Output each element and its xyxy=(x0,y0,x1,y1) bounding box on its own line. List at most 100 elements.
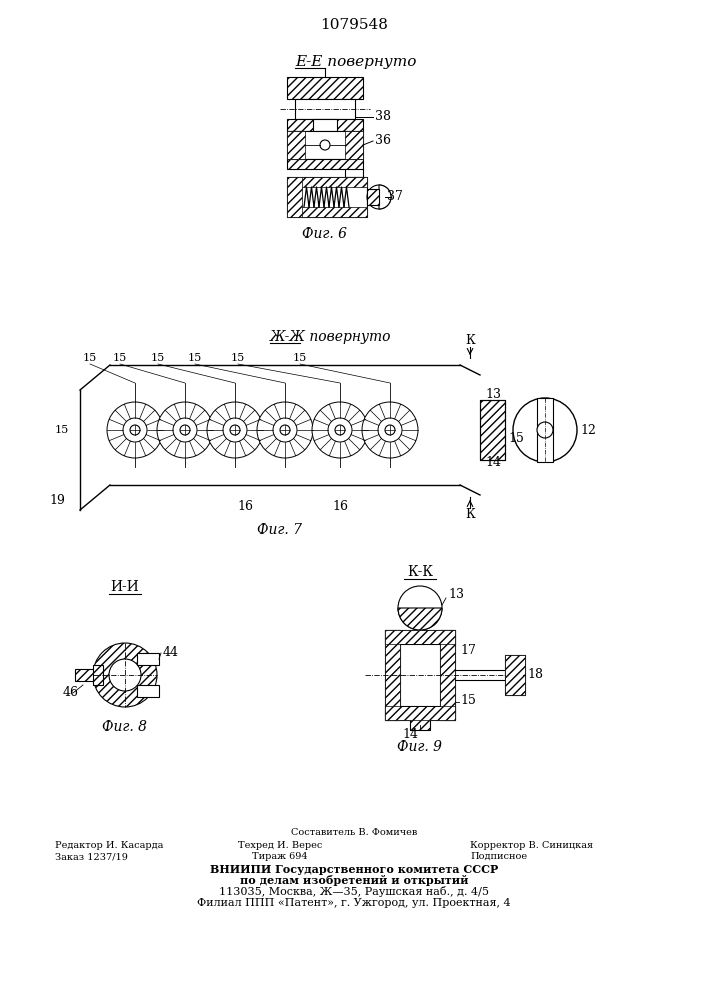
Bar xyxy=(385,706,455,720)
Text: по делам изобретений и открытий: по делам изобретений и открытий xyxy=(240,875,468,886)
Text: 15: 15 xyxy=(460,694,476,706)
Text: К: К xyxy=(465,334,475,347)
Bar xyxy=(505,655,525,695)
Text: 15: 15 xyxy=(55,425,69,435)
Bar xyxy=(440,630,455,720)
Text: Подписное: Подписное xyxy=(470,852,527,861)
Bar xyxy=(313,119,337,131)
Bar xyxy=(75,669,95,681)
Text: Фиг. 6: Фиг. 6 xyxy=(303,227,348,241)
Text: 14: 14 xyxy=(402,728,418,741)
Bar xyxy=(287,131,363,159)
Text: 18: 18 xyxy=(527,668,543,682)
Bar xyxy=(345,131,363,159)
Circle shape xyxy=(130,425,140,435)
Text: 15: 15 xyxy=(508,432,524,444)
Text: Составитель В. Фомичев: Составитель В. Фомичев xyxy=(291,828,417,837)
Bar xyxy=(480,400,505,460)
Bar xyxy=(385,630,455,644)
Circle shape xyxy=(385,425,395,435)
Text: 46: 46 xyxy=(63,686,79,700)
Text: Фиг. 8: Фиг. 8 xyxy=(103,720,148,734)
Circle shape xyxy=(207,402,263,458)
Text: Тираж 694: Тираж 694 xyxy=(252,852,308,861)
Bar xyxy=(287,131,305,159)
Circle shape xyxy=(123,418,147,442)
Bar xyxy=(137,685,159,697)
Circle shape xyxy=(537,422,553,438)
Circle shape xyxy=(109,659,141,691)
Circle shape xyxy=(157,402,213,458)
Text: Техред И. Верес: Техред И. Верес xyxy=(238,841,322,850)
Circle shape xyxy=(257,402,313,458)
Text: 44: 44 xyxy=(163,647,179,660)
Text: 13: 13 xyxy=(448,588,464,601)
Bar xyxy=(137,653,159,665)
Bar xyxy=(345,177,363,207)
Bar xyxy=(287,77,363,99)
Text: 15: 15 xyxy=(151,353,165,363)
Text: Заказ 1237/19: Заказ 1237/19 xyxy=(55,852,128,861)
Text: 15: 15 xyxy=(231,353,245,363)
Circle shape xyxy=(378,418,402,442)
Circle shape xyxy=(320,140,330,150)
Circle shape xyxy=(335,425,345,435)
Text: 36: 36 xyxy=(375,134,391,147)
Bar xyxy=(537,398,553,462)
Text: Корректор В. Синицкая: Корректор В. Синицкая xyxy=(470,841,593,850)
Text: 19: 19 xyxy=(49,493,65,506)
Circle shape xyxy=(513,398,577,462)
Bar xyxy=(287,177,367,217)
Text: 1079548: 1079548 xyxy=(320,18,388,32)
Circle shape xyxy=(362,402,418,458)
Text: 37: 37 xyxy=(387,190,403,204)
Text: 16: 16 xyxy=(332,500,348,513)
Circle shape xyxy=(280,425,290,435)
Bar xyxy=(287,159,363,169)
Circle shape xyxy=(107,402,163,458)
Circle shape xyxy=(173,418,197,442)
Circle shape xyxy=(93,643,157,707)
Circle shape xyxy=(230,425,240,435)
Bar xyxy=(287,119,363,131)
Wedge shape xyxy=(379,185,391,209)
Text: Редактор И. Касарда: Редактор И. Касарда xyxy=(55,841,163,850)
Circle shape xyxy=(328,418,352,442)
Circle shape xyxy=(273,418,297,442)
Circle shape xyxy=(367,185,391,209)
Text: 15: 15 xyxy=(113,353,127,363)
Text: 15: 15 xyxy=(293,353,307,363)
Bar xyxy=(440,630,455,720)
Text: 38: 38 xyxy=(375,110,391,123)
Text: Фиг. 7: Фиг. 7 xyxy=(257,523,303,537)
Bar xyxy=(385,630,400,720)
Text: 16: 16 xyxy=(237,500,253,513)
Text: 17: 17 xyxy=(460,644,476,656)
Bar xyxy=(410,715,430,730)
Bar xyxy=(287,207,367,217)
Text: 15: 15 xyxy=(188,353,202,363)
Bar xyxy=(295,99,355,119)
Text: К-К: К-К xyxy=(407,565,433,579)
Text: ВНИИПИ Государственного комитета СССР: ВНИИПИ Государственного комитета СССР xyxy=(210,864,498,875)
Text: 15: 15 xyxy=(83,353,97,363)
Text: 14: 14 xyxy=(485,456,501,468)
Text: 113035, Москва, Ж—35, Раушская наб., д. 4/5: 113035, Москва, Ж—35, Раушская наб., д. … xyxy=(219,886,489,897)
Bar xyxy=(480,400,505,460)
Wedge shape xyxy=(398,608,442,630)
Text: Ж-Ж повернуто: Ж-Ж повернуто xyxy=(270,330,392,344)
Circle shape xyxy=(312,402,368,458)
Circle shape xyxy=(180,425,190,435)
Bar xyxy=(385,630,455,644)
Bar xyxy=(93,665,103,685)
Circle shape xyxy=(398,586,442,630)
Bar xyxy=(287,177,367,187)
Bar xyxy=(367,189,379,205)
Text: Филиал ППП «Патент», г. Ужгород, ул. Проектная, 4: Филиал ППП «Патент», г. Ужгород, ул. Про… xyxy=(197,898,511,908)
Text: 12: 12 xyxy=(580,424,596,436)
Text: И-И: И-И xyxy=(110,580,139,594)
Circle shape xyxy=(223,418,247,442)
Bar xyxy=(385,706,455,720)
Bar xyxy=(505,655,525,695)
Text: К: К xyxy=(465,508,475,522)
